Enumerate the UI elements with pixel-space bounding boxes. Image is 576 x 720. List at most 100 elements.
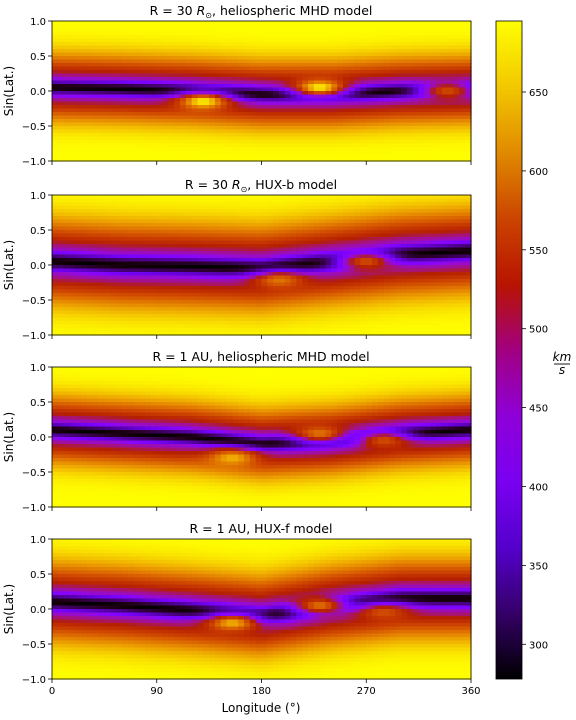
heatmap-cell bbox=[424, 70, 431, 75]
heatmap-cell bbox=[145, 49, 152, 54]
heatmap-cell bbox=[214, 261, 222, 266]
heatmap-cell bbox=[220, 202, 228, 207]
heatmap-cell bbox=[441, 84, 449, 89]
heatmap-cell bbox=[63, 80, 71, 85]
heatmap-cell bbox=[459, 268, 466, 273]
heatmap-cell bbox=[133, 143, 140, 148]
heatmap-cell bbox=[401, 230, 408, 235]
heatmap-cell bbox=[168, 21, 175, 26]
heatmap-cell bbox=[150, 223, 158, 228]
heatmap-cell bbox=[331, 279, 338, 284]
heatmap-cell bbox=[57, 150, 65, 155]
heatmap-cell bbox=[116, 77, 123, 82]
heatmap-cell bbox=[133, 59, 140, 64]
heatmap-cell bbox=[57, 59, 65, 64]
heatmap-cell bbox=[308, 150, 315, 155]
heatmap-cell bbox=[360, 282, 367, 287]
heatmap-cell bbox=[412, 205, 420, 210]
heatmap-cell bbox=[290, 122, 298, 127]
heatmap-cell bbox=[273, 268, 280, 273]
heatmap-cell bbox=[325, 73, 332, 78]
heatmap-cell bbox=[290, 28, 298, 33]
heatmap-cell bbox=[342, 150, 350, 155]
heatmap-cell bbox=[342, 286, 350, 291]
heatmap-cell bbox=[75, 272, 82, 277]
heatmap-cell bbox=[430, 115, 437, 120]
heatmap-cell bbox=[255, 105, 263, 110]
heatmap-cell bbox=[249, 233, 257, 238]
heatmap-cell bbox=[302, 289, 309, 294]
heatmap-cell bbox=[63, 209, 71, 214]
heatmap-cell bbox=[116, 195, 123, 200]
heatmap-cell bbox=[98, 52, 105, 57]
heatmap-cell bbox=[366, 251, 373, 256]
heatmap-cell bbox=[220, 216, 228, 221]
heatmap-cell bbox=[121, 279, 129, 284]
heatmap-cell bbox=[255, 129, 263, 134]
heatmap-cell bbox=[75, 195, 82, 200]
heatmap-cell bbox=[372, 198, 379, 203]
heatmap-cell bbox=[150, 24, 158, 29]
heatmap-cell bbox=[436, 49, 443, 54]
heatmap-cell bbox=[430, 80, 437, 85]
heatmap-cell bbox=[81, 268, 88, 273]
heatmap-cell bbox=[319, 244, 327, 249]
heatmap-cell bbox=[267, 216, 274, 221]
heatmap-cell bbox=[447, 24, 455, 29]
heatmap-cell bbox=[116, 202, 123, 207]
heatmap-cell bbox=[273, 219, 280, 224]
heatmap-cell bbox=[261, 226, 268, 231]
heatmap-cell bbox=[447, 136, 455, 141]
heatmap-cell bbox=[116, 52, 123, 57]
heatmap-cell bbox=[145, 73, 152, 78]
heatmap-cell bbox=[430, 63, 437, 68]
heatmap-cell bbox=[232, 136, 239, 141]
heatmap-cell bbox=[92, 49, 100, 54]
heatmap-cell bbox=[453, 101, 460, 106]
heatmap-cell bbox=[220, 133, 228, 138]
heatmap-cell bbox=[360, 119, 367, 124]
heatmap-cell bbox=[319, 59, 327, 64]
heatmap-cell bbox=[366, 119, 373, 124]
heatmap-cell bbox=[377, 212, 385, 217]
heatmap-cell bbox=[52, 133, 59, 138]
heatmap-cell bbox=[278, 279, 286, 284]
heatmap-cell bbox=[255, 275, 263, 280]
heatmap-cell bbox=[145, 112, 152, 117]
heatmap-cell bbox=[401, 56, 408, 61]
heatmap-cell bbox=[185, 136, 193, 141]
heatmap-cell bbox=[185, 289, 193, 294]
heatmap-cell bbox=[145, 70, 152, 75]
heatmap-cell bbox=[337, 198, 344, 203]
heatmap-cell bbox=[75, 73, 82, 78]
heatmap-cell bbox=[465, 28, 472, 33]
heatmap-cell bbox=[383, 24, 391, 29]
heatmap-cell bbox=[86, 94, 94, 99]
heatmap-cell bbox=[372, 31, 379, 36]
heatmap-cell bbox=[465, 80, 472, 85]
heatmap-cell bbox=[98, 94, 105, 99]
heatmap-cell bbox=[424, 268, 431, 273]
heatmap-cell bbox=[377, 115, 385, 120]
heatmap-cell bbox=[261, 293, 268, 298]
heatmap-cell bbox=[430, 122, 437, 127]
heatmap-cell bbox=[238, 21, 245, 26]
heatmap-cell bbox=[191, 87, 199, 92]
heatmap-cell bbox=[75, 129, 82, 134]
heatmap-cell bbox=[290, 237, 298, 242]
heatmap-cell bbox=[63, 205, 71, 210]
heatmap-cell bbox=[278, 198, 286, 203]
heatmap-cell bbox=[244, 154, 251, 159]
heatmap-cell bbox=[395, 216, 402, 221]
heatmap-cell bbox=[278, 154, 286, 159]
heatmap-cell bbox=[255, 157, 263, 162]
heatmap-cell bbox=[337, 230, 344, 235]
heatmap-cell bbox=[86, 198, 94, 203]
heatmap-cell bbox=[278, 147, 286, 152]
heatmap-cell bbox=[232, 279, 239, 284]
heatmap-cell bbox=[401, 244, 408, 249]
heatmap-cell bbox=[75, 202, 82, 207]
heatmap-cell bbox=[331, 293, 338, 298]
heatmap-cell bbox=[156, 77, 164, 82]
heatmap-cell bbox=[424, 157, 431, 162]
